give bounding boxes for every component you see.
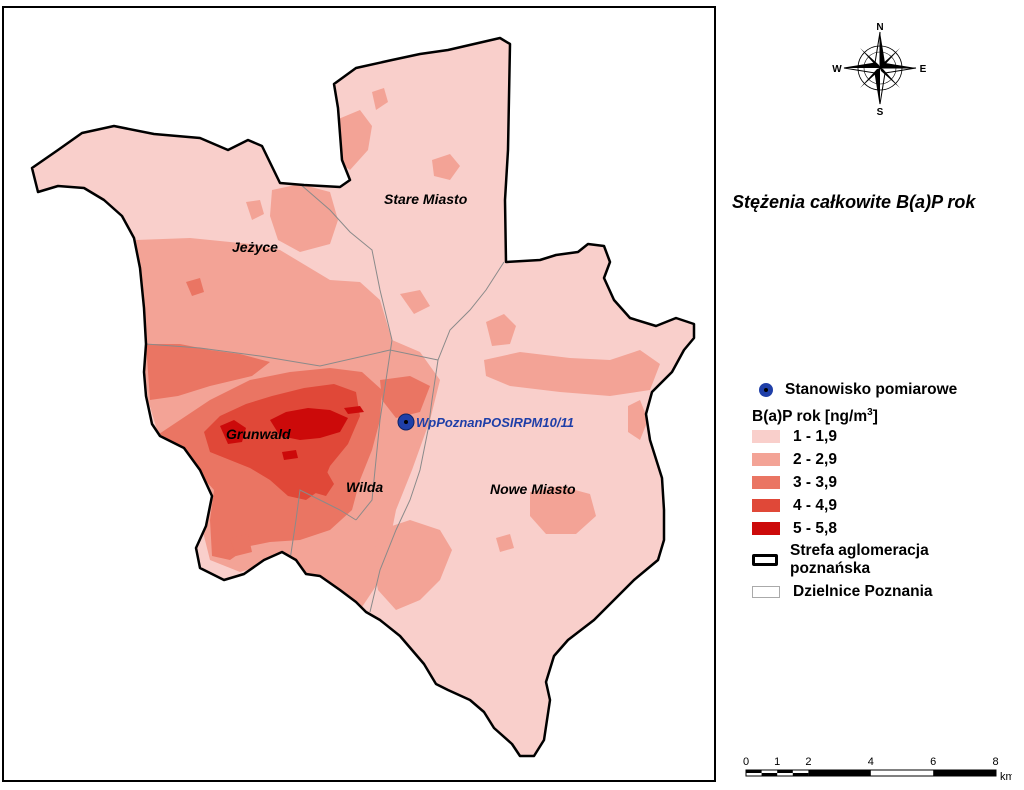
legend-boundary-row: Strefa aglomeracja poznańska — [752, 540, 1014, 580]
boundary-swatch-icon — [752, 554, 778, 566]
legend-class-swatch-icon — [752, 453, 780, 466]
legend-districts-label: Dzielnice Poznania — [793, 582, 933, 600]
agglomeration-boundary — [30, 36, 696, 758]
legend-class-row: 3 - 3,9 — [752, 471, 1014, 494]
scale-tick-label: 4 — [868, 756, 874, 768]
compass-west: W — [832, 64, 842, 75]
station-point-icon — [759, 382, 773, 397]
legend-heading: B(a)P rok [ng/m3] — [752, 407, 878, 426]
legend-classes: 1 - 1,9 2 - 2,9 3 - 3,9 4 - 4,9 5 - 5,8 — [752, 425, 1014, 540]
district-label-stare-miasto: Stare Miasto — [384, 191, 468, 207]
district-label-wilda: Wilda — [346, 479, 383, 495]
district-label-jezyce: Jeżyce — [232, 239, 278, 255]
scale-tick-label: 8 — [993, 756, 999, 768]
district-swatch-icon — [752, 585, 780, 598]
scale-bar: 0 1 2 4 6 8km — [743, 756, 1012, 782]
legend-class-label: 1 - 1,9 — [793, 427, 837, 445]
legend-class-swatch-icon — [752, 522, 780, 535]
compass-rose-icon: N S E W — [832, 22, 927, 118]
legend-class-label: 5 - 5,8 — [793, 519, 837, 537]
legend-class-swatch-icon — [752, 430, 780, 443]
legend-class-label: 4 - 4,9 — [793, 496, 837, 514]
district-label-nowe-miasto: Nowe Miasto — [490, 481, 576, 497]
district-boundaries — [145, 183, 505, 613]
map-canvas: Stare Miasto Jeżyce Grunwald Wilda Nowe … — [30, 36, 696, 758]
scale-tick-label: 2 — [805, 756, 811, 768]
scale-tick-label: 0 — [743, 756, 749, 768]
scale-tick-label: 1 — [774, 756, 780, 768]
legend-class-label: 3 - 3,9 — [793, 473, 837, 491]
legend: Stanowisko pomiarowe B(a)P rok [ng/m3] 1… — [752, 378, 1014, 603]
legend-class-row: 4 - 4,9 — [752, 494, 1014, 517]
legend-class-swatch-icon — [752, 499, 780, 512]
scale-unit-label: km — [1000, 771, 1012, 782]
scale-tick-label: 6 — [930, 756, 936, 768]
legend-class-row: 1 - 1,9 — [752, 425, 1014, 448]
district-label-grunwald: Grunwald — [226, 426, 291, 442]
legend-station-label: Stanowisko pomiarowe — [785, 380, 958, 398]
legend-class-label: 2 - 2,9 — [793, 450, 837, 468]
station-marker[interactable] — [397, 413, 415, 431]
compass-east: E — [920, 64, 927, 75]
legend-boundary-label: Strefa aglomeracja poznańska — [790, 542, 929, 577]
concentration-zones-5 — [220, 406, 364, 460]
legend-class-row: 2 - 2,9 — [752, 448, 1014, 471]
legend-class-swatch-icon — [752, 476, 780, 489]
compass-south: S — [877, 107, 884, 118]
map-title: Stężenia całkowite B(a)P rok — [732, 192, 976, 212]
station-label: WpPoznanPOSIRPM10/11 — [416, 415, 574, 430]
legend-class-row: 5 - 5,8 — [752, 517, 1014, 540]
legend-station-row: Stanowisko pomiarowe — [752, 378, 1014, 401]
compass-north: N — [876, 22, 883, 33]
legend-districts-row: Dzielnice Poznania — [752, 580, 1014, 603]
